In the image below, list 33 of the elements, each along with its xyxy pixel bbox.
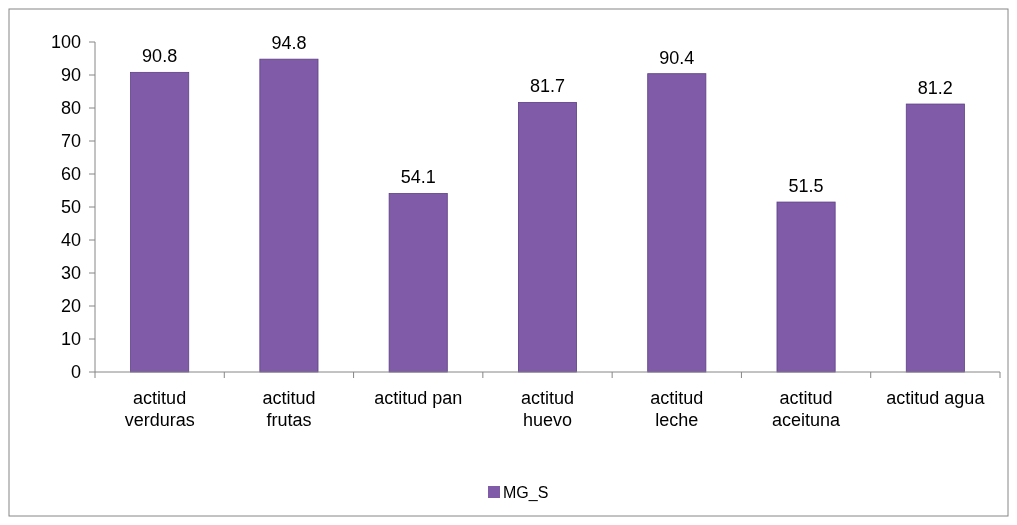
data-label: 90.8 (142, 46, 178, 67)
x-tick-label: actitud aceituna (772, 388, 842, 430)
data-label: 51.5 (788, 176, 824, 197)
data-label: 94.8 (271, 33, 307, 54)
y-tick-label: 100 (50, 32, 81, 53)
data-label: 81.7 (529, 76, 566, 97)
y-tick-label: 60 (60, 164, 81, 185)
y-tick-label: 20 (60, 296, 81, 317)
y-tick-label: 30 (60, 263, 81, 284)
y-tick-label: 80 (60, 98, 81, 119)
bar (518, 101, 577, 373)
y-tick-label: 70 (60, 131, 81, 152)
bar (776, 201, 836, 373)
bar (388, 193, 448, 373)
data-label: 90.4 (659, 47, 695, 68)
data-label: 81.2 (917, 78, 953, 99)
y-tick-label: 40 (60, 230, 81, 251)
x-tick-label: actitud leche (650, 388, 704, 430)
y-tick-label: 50 (60, 197, 81, 218)
x-tick-label: actitud pan (374, 388, 463, 408)
y-tick-label: 10 (60, 329, 81, 350)
bar (130, 71, 190, 373)
x-tick-label: actitud huevo (520, 388, 575, 430)
y-tick-label: 0 (70, 362, 81, 383)
bar (647, 73, 707, 373)
data-label: 54.1 (400, 167, 436, 188)
y-tick-label: 90 (60, 65, 81, 86)
bar (259, 58, 319, 373)
x-tick-label: actitud verduras (124, 388, 195, 430)
legend-label: MG_S (503, 483, 549, 502)
x-tick-label: actitud frutas (262, 388, 316, 430)
x-tick-label: actitud agua (886, 388, 986, 408)
bar (905, 103, 965, 373)
